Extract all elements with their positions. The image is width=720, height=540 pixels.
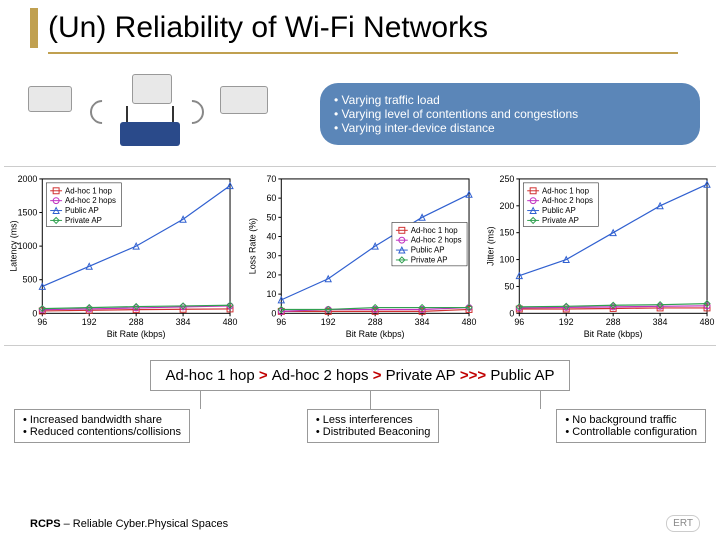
svg-text:96: 96	[515, 317, 525, 327]
phone-icon	[28, 86, 72, 112]
info-item: No background traffic	[565, 414, 697, 426]
svg-text:Public AP: Public AP	[542, 206, 576, 215]
svg-text:50: 50	[505, 281, 515, 291]
svg-text:Ad-hoc 1 hop: Ad-hoc 1 hop	[542, 186, 590, 195]
chart-jitter: 05010015020025096192288384480Jitter (ms)…	[481, 173, 716, 339]
laptop-icon	[220, 86, 268, 114]
svg-text:20: 20	[266, 270, 276, 280]
svg-text:Bit Rate (kbps): Bit Rate (kbps)	[584, 329, 643, 339]
chart-latency: 050010001500200096192288384480Latency (m…	[4, 173, 239, 339]
svg-text:30: 30	[266, 251, 276, 261]
chart-lossrate: 01020304050607096192288384480Loss Rate (…	[243, 173, 478, 339]
footer-rest: – Reliable Cyber.Physical Spaces	[61, 518, 229, 530]
svg-text:200: 200	[500, 201, 515, 211]
svg-text:50: 50	[266, 212, 276, 222]
ranking-box: Ad-hoc 1 hop > Ad-hoc 2 hops > Private A…	[150, 360, 569, 391]
svg-text:1000: 1000	[18, 241, 38, 251]
title-row: (Un) Reliability of Wi-Fi Networks	[0, 0, 720, 56]
svg-text:100: 100	[500, 255, 515, 265]
rank-item: Public AP	[490, 367, 554, 384]
svg-text:Loss Rate (%): Loss Rate (%)	[247, 218, 257, 274]
svg-text:Ad-hoc 2 hops: Ad-hoc 2 hops	[542, 196, 593, 205]
svg-text:150: 150	[500, 228, 515, 238]
svg-text:384: 384	[176, 317, 191, 327]
rank-gt: >	[369, 367, 386, 384]
svg-text:40: 40	[266, 231, 276, 241]
connector-line	[540, 391, 541, 409]
info-boxes-row: Increased bandwidth share Reduced conten…	[0, 409, 720, 443]
svg-text:480: 480	[223, 317, 238, 327]
svg-text:Ad-hoc 2 hops: Ad-hoc 2 hops	[410, 236, 461, 245]
svg-text:Ad-hoc 1 hop: Ad-hoc 1 hop	[410, 226, 458, 235]
svg-text:288: 288	[367, 317, 382, 327]
camera-icon	[132, 74, 172, 104]
svg-text:Bit Rate (kbps): Bit Rate (kbps)	[107, 329, 166, 339]
info-item: Less interferences	[316, 414, 431, 426]
svg-text:192: 192	[320, 317, 335, 327]
connector-line	[200, 391, 201, 409]
info-box: Increased bandwidth share Reduced conten…	[14, 409, 190, 443]
rank-item: Ad-hoc 2 hops	[272, 367, 369, 384]
info-item: Increased bandwidth share	[23, 414, 181, 426]
info-box: Less interferences Distributed Beaconing	[307, 409, 440, 443]
svg-text:288: 288	[606, 317, 621, 327]
rank-item: Private AP	[386, 367, 456, 384]
svg-text:Private AP: Private AP	[410, 255, 447, 264]
footer: RCPS – Reliable Cyber.Physical Spaces	[30, 518, 228, 530]
svg-text:2000: 2000	[18, 174, 38, 184]
top-row: Varying traffic load Varying level of co…	[0, 74, 720, 154]
router-icon	[120, 122, 180, 146]
callout-item: Varying inter-device distance	[334, 121, 686, 135]
svg-text:Latency (ms): Latency (ms)	[9, 220, 19, 271]
rank-gt: >	[255, 367, 272, 384]
wifi-arc-icon	[85, 95, 119, 129]
charts-row: 050010001500200096192288384480Latency (m…	[4, 166, 716, 346]
svg-text:Private AP: Private AP	[542, 216, 579, 225]
svg-text:Ad-hoc 1 hop: Ad-hoc 1 hop	[65, 186, 113, 195]
info-item: Reduced contentions/collisions	[23, 426, 181, 438]
title-underline	[48, 52, 678, 54]
callout-item: Varying level of contentions and congest…	[334, 107, 686, 121]
connector-line	[370, 391, 371, 409]
logo-badge: ERT	[666, 515, 700, 532]
svg-text:384: 384	[414, 317, 429, 327]
svg-text:Private AP: Private AP	[65, 216, 102, 225]
info-item: Controllable configuration	[565, 426, 697, 438]
svg-text:288: 288	[129, 317, 144, 327]
title-accent-bar	[30, 8, 38, 48]
rank-gt: >>>	[456, 367, 491, 384]
svg-text:Public AP: Public AP	[410, 246, 444, 255]
svg-text:250: 250	[500, 174, 515, 184]
svg-text:60: 60	[266, 193, 276, 203]
slide-title: (Un) Reliability of Wi-Fi Networks	[48, 11, 488, 45]
wifi-arc-icon	[175, 95, 209, 129]
svg-text:96: 96	[37, 317, 47, 327]
svg-text:384: 384	[653, 317, 668, 327]
svg-text:Bit Rate (kbps): Bit Rate (kbps)	[345, 329, 404, 339]
svg-text:96: 96	[276, 317, 286, 327]
svg-text:Ad-hoc 2 hops: Ad-hoc 2 hops	[65, 196, 116, 205]
callout-box: Varying traffic load Varying level of co…	[320, 83, 700, 145]
footer-bold: RCPS	[30, 518, 61, 530]
svg-text:192: 192	[559, 317, 574, 327]
info-item: Distributed Beaconing	[316, 426, 431, 438]
svg-text:192: 192	[82, 317, 97, 327]
rank-item: Ad-hoc 1 hop	[165, 367, 254, 384]
svg-text:Jitter (ms): Jitter (ms)	[486, 226, 496, 265]
svg-text:480: 480	[461, 317, 476, 327]
svg-text:70: 70	[266, 174, 276, 184]
svg-text:1500: 1500	[18, 207, 38, 217]
info-box: No background traffic Controllable confi…	[556, 409, 706, 443]
svg-text:Public AP: Public AP	[65, 206, 99, 215]
devices-diagram	[20, 74, 280, 154]
svg-text:500: 500	[23, 275, 38, 285]
svg-text:10: 10	[266, 289, 276, 299]
svg-text:480: 480	[700, 317, 715, 327]
callout-item: Varying traffic load	[334, 93, 686, 107]
